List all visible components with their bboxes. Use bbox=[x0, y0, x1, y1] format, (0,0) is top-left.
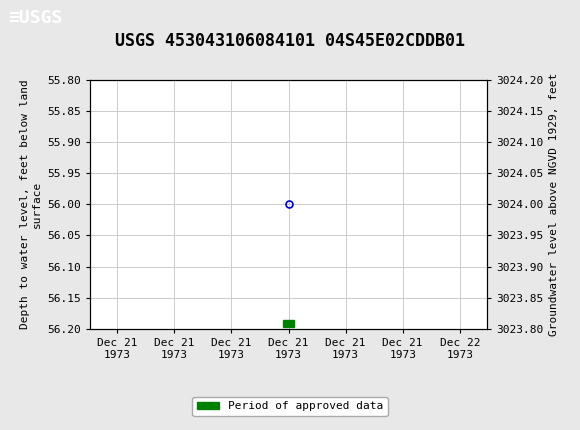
Y-axis label: Groundwater level above NGVD 1929, feet: Groundwater level above NGVD 1929, feet bbox=[549, 73, 559, 336]
Y-axis label: Depth to water level, feet below land
surface: Depth to water level, feet below land su… bbox=[20, 80, 42, 329]
Text: ≡USGS: ≡USGS bbox=[9, 9, 63, 27]
Bar bbox=[284, 319, 293, 327]
Text: USGS 453043106084101 04S45E02CDDB01: USGS 453043106084101 04S45E02CDDB01 bbox=[115, 32, 465, 50]
Legend: Period of approved data: Period of approved data bbox=[193, 397, 387, 416]
